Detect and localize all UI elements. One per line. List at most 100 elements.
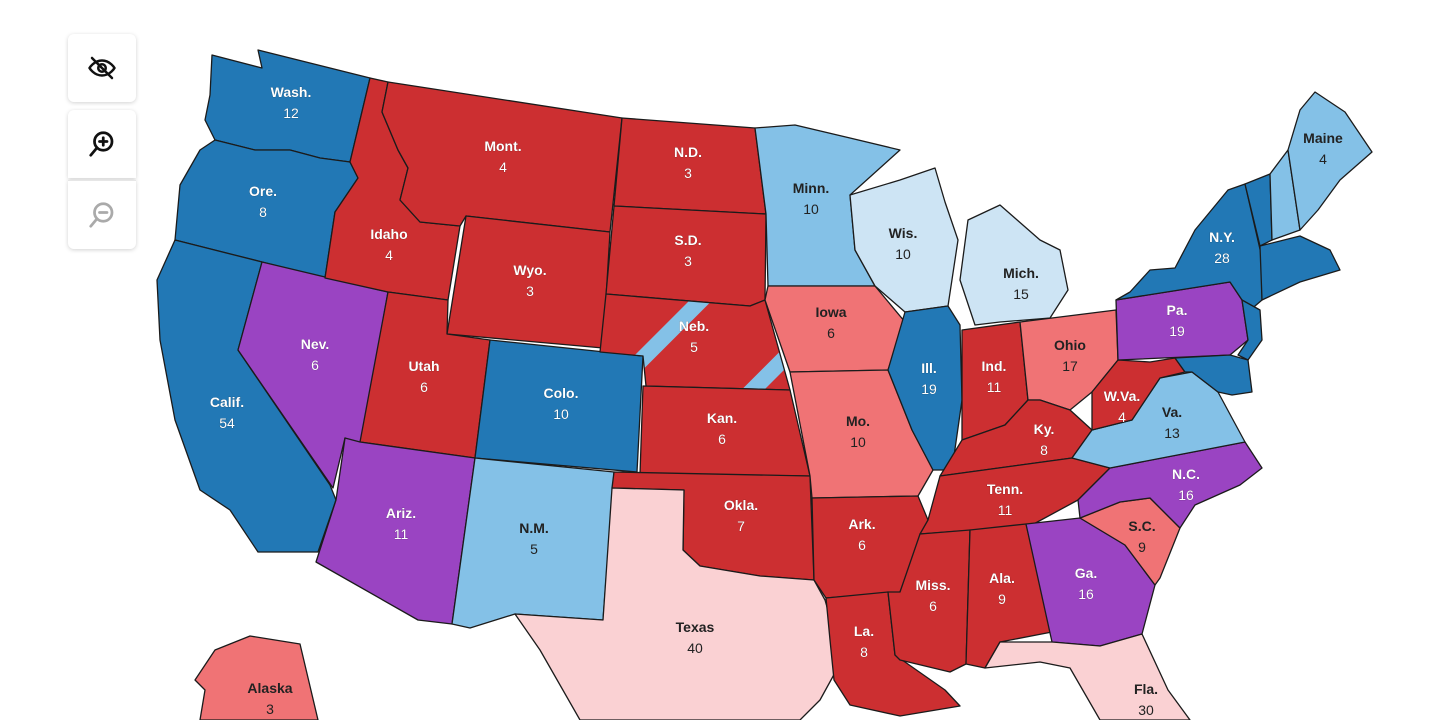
state-ev-nv: 6 [311,357,319,373]
state-ev-mo: 10 [850,434,866,450]
state-label-az: Ariz. [386,505,416,521]
state-label-wv: W.Va. [1104,388,1141,404]
state-ev-sc: 9 [1138,539,1146,555]
zoom-out-icon [89,202,114,228]
state-ev-ok: 7 [737,518,745,534]
state-ev-me: 4 [1319,151,1327,167]
state-ev-nd: 3 [684,165,692,181]
state-ev-wv: 4 [1118,409,1126,425]
state-label-nd: N.D. [674,144,702,160]
state-label-wa: Wash. [271,84,312,100]
state-label-ak: Alaska [247,680,292,696]
state-label-tx: Texas [676,619,715,635]
zoom-out-button[interactable] [68,180,136,249]
zoom-in-icon [89,131,114,157]
state-ev-az: 11 [394,526,409,542]
state-ev-sd: 3 [684,253,692,269]
state-label-ia: Iowa [815,304,846,320]
state-label-tn: Tenn. [987,481,1023,497]
state-ev-va: 13 [1164,425,1180,441]
state-ev-mt: 4 [499,159,507,175]
state-wy[interactable] [446,215,611,349]
state-label-or: Ore. [249,183,277,199]
state-label-co: Colo. [544,385,579,401]
state-label-sc: S.C. [1128,518,1155,534]
state-label-mn: Minn. [793,180,830,196]
state-ev-nc: 16 [1178,487,1194,503]
state-ev-in: 11 [987,379,1002,395]
state-ev-id: 4 [385,247,393,263]
state-ev-al: 9 [998,591,1006,607]
state-ev-ak: 3 [266,701,274,717]
state-label-nm: N.M. [519,520,549,536]
state-ev-ia: 6 [827,325,835,341]
state-ev-ne: 5 [690,339,698,355]
state-ev-ny: 28 [1214,250,1230,266]
state-label-ut: Utah [408,358,439,374]
state-label-mi: Mich. [1003,265,1039,281]
state-ev-or: 8 [259,204,267,220]
hide-labels-button[interactable] [68,34,136,102]
state-label-ar: Ark. [848,516,875,532]
state-ia[interactable] [764,285,906,373]
state-ev-ga: 16 [1078,586,1094,602]
state-fl[interactable] [984,633,1191,720]
state-mt[interactable] [381,81,623,233]
state-nc[interactable] [1077,441,1263,529]
state-label-ca: Calif. [210,394,244,410]
state-ev-mi: 15 [1013,286,1029,302]
state-label-me: Maine [1303,130,1343,146]
state-label-al: Ala. [989,570,1015,586]
state-label-ms: Miss. [915,577,950,593]
state-label-mt: Mont. [484,138,521,154]
state-wi[interactable] [849,167,959,313]
state-ev-tx: 40 [687,640,703,656]
state-label-wy: Wyo. [513,262,546,278]
state-ev-la: 8 [860,644,868,660]
state-ev-pa: 19 [1169,323,1185,339]
state-label-va: Va. [1162,404,1182,420]
state-ev-ms: 6 [929,598,937,614]
state-ev-ut: 6 [420,379,428,395]
state-label-ky: Ky. [1034,421,1055,437]
state-ev-oh: 17 [1062,358,1078,374]
state-label-nc: N.C. [1172,466,1200,482]
state-label-nv: Nev. [301,336,330,352]
state-label-ne: Neb. [679,318,709,334]
state-label-ok: Okla. [724,497,758,513]
state-ev-fl: 30 [1138,702,1154,718]
state-ak[interactable] [194,635,319,720]
state-ev-tn: 11 [998,502,1013,518]
state-label-ga: Ga. [1075,565,1098,581]
state-label-mo: Mo. [846,413,870,429]
state-me[interactable] [1287,91,1373,231]
state-ev-mn: 10 [803,201,819,217]
state-ev-ks: 6 [718,431,726,447]
state-label-il: Ill. [921,360,937,376]
eye-off-icon [88,56,116,80]
state-ma-ct-ri[interactable] [1259,235,1341,301]
state-label-ny: N.Y. [1209,229,1235,245]
state-label-in: Ind. [982,358,1007,374]
state-label-pa: Pa. [1166,302,1187,318]
state-label-id: Idaho [370,226,407,242]
state-ev-nm: 5 [530,541,538,557]
state-ev-wy: 3 [526,283,534,299]
state-label-oh: Ohio [1054,337,1086,353]
state-label-ks: Kan. [707,410,737,426]
state-ev-wa: 12 [283,105,299,121]
state-ev-co: 10 [553,406,569,422]
state-label-fl: Fla. [1134,681,1158,697]
state-md-de[interactable] [1174,354,1253,396]
state-ev-ky: 8 [1040,442,1048,458]
state-label-la: La. [854,623,874,639]
state-ev-ar: 6 [858,537,866,553]
state-ev-wi: 10 [895,246,911,262]
state-label-sd: S.D. [674,232,701,248]
state-label-wi: Wis. [889,225,918,241]
state-ev-ca: 54 [219,415,235,431]
state-mi[interactable] [959,204,1069,326]
zoom-in-button[interactable] [68,110,136,178]
state-ev-il: 19 [921,381,937,397]
